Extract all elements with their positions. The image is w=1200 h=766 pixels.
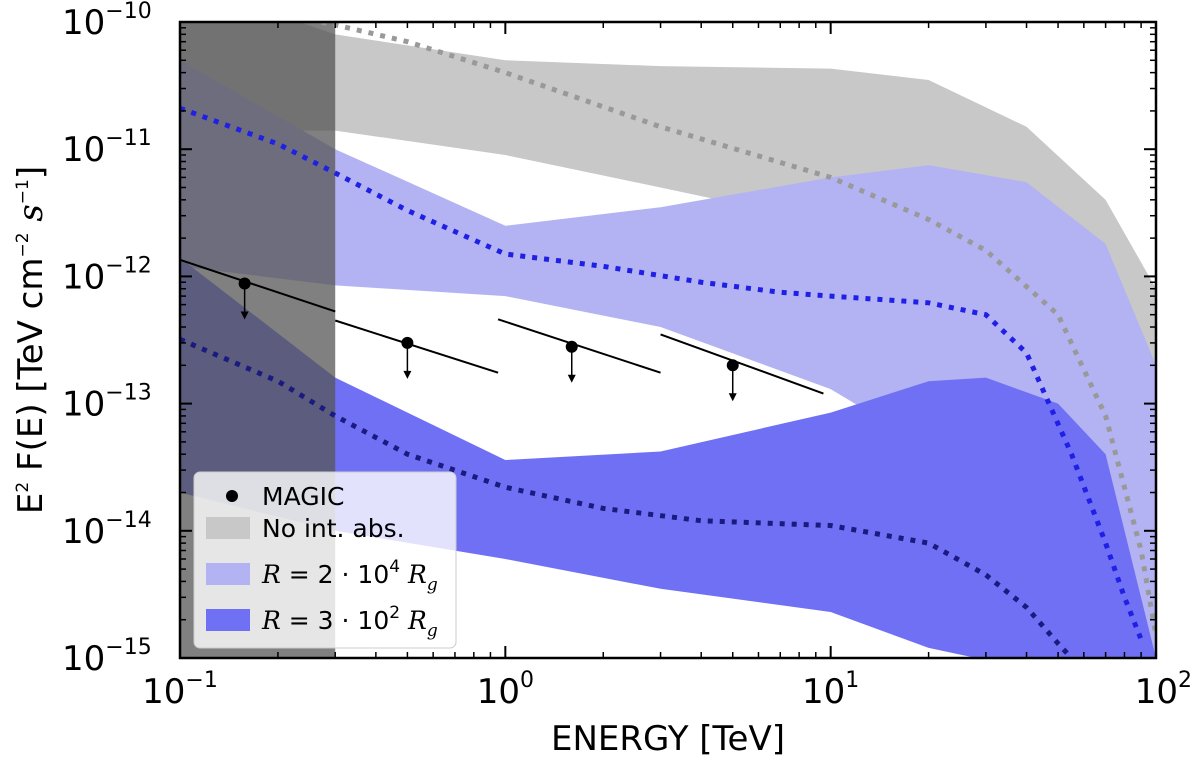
legend-box: [193, 471, 457, 649]
y-label-rest: F(E) [TeV cm: [11, 258, 51, 482]
magic-segments-layer: [180, 258, 824, 395]
x-tick-label: 102: [1135, 668, 1192, 712]
legend-magic-marker: [226, 490, 238, 502]
legend-r-2e4-swatch: [206, 563, 250, 585]
x-tick-label: 10−1: [142, 668, 218, 712]
magic-point-0: [238, 277, 251, 290]
y-label-e-exp: 2: [13, 482, 33, 493]
y-label-s-exp: −1: [13, 179, 33, 204]
magic-arrow-head-3: [728, 393, 737, 402]
legend-no-int-abs-label: No int. abs.: [262, 514, 405, 543]
y-tick-label: 10−14: [62, 508, 152, 552]
magic-segment-1: [334, 319, 499, 374]
y-tick-label: 10−15: [62, 635, 152, 679]
magic-point-2: [565, 340, 578, 353]
y-label-end: ]: [11, 166, 51, 179]
x-tick-label: 101: [802, 668, 859, 712]
legend-r-3e2-swatch: [206, 609, 250, 631]
legend-r-3e2-label: R = 3 · 102 Rg: [261, 603, 438, 641]
magic-arrow-head-1: [403, 370, 412, 379]
band-r-3-10-2-r-g: [180, 257, 1156, 658]
magic-arrow-head-2: [567, 374, 576, 383]
magic-arrow-head-0: [240, 311, 249, 320]
legend-r-2e4-label: R = 2 · 104 Rg: [261, 557, 438, 595]
magic-segment-2: [497, 318, 661, 374]
ticks-layer: 10−1 100 101 102 10−10 10−11 10−12 10−13 10−14 10…: [62, 0, 1192, 712]
legend-no-int-abs-swatch: [206, 517, 250, 539]
y-tick-label: 10−10: [62, 0, 152, 43]
legend: MAGIC No int. abs. R = 2 · 104 Rg R = 3 …: [193, 471, 457, 649]
legend-magic-label: MAGIC: [262, 482, 344, 511]
curve-r-2e4-median: [180, 105, 1144, 641]
y-label-cm-exp: −2: [13, 232, 33, 257]
y-label-s: s: [11, 204, 51, 232]
y-tick-label: 10−13: [62, 381, 152, 425]
x-tick-label: 100: [477, 668, 534, 712]
bands-layer: [180, 22, 1156, 658]
y-axis-title: E2 F(E) [TeV cm−2 s−1]: [11, 166, 51, 514]
band-r-2-10-4-r-g: [180, 60, 1156, 658]
curve-r-3e2-median: [180, 337, 1074, 658]
y-label-e: E: [11, 493, 51, 514]
magic-point-1: [401, 336, 414, 349]
magic-segment-0: [180, 258, 336, 313]
curves-layer: [180, 22, 1156, 658]
magic-point-3: [726, 359, 739, 372]
magic-points-layer: [238, 277, 739, 402]
magic-segment-3: [660, 333, 824, 395]
y-tick-label: 10−11: [62, 126, 152, 170]
x-axis-title: ENERGY [TeV]: [551, 719, 785, 759]
y-tick-label: 10−12: [62, 253, 152, 297]
curve-no-int-abs-median: [306, 22, 1156, 637]
plot-frame: [178, 20, 1158, 660]
